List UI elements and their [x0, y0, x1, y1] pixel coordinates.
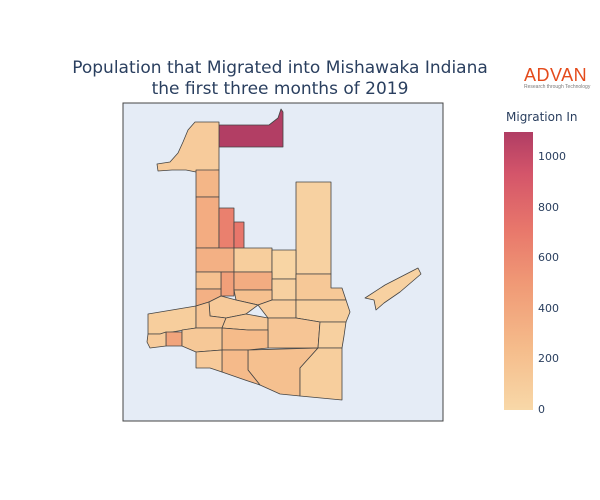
- colorbar-tick: 600: [538, 251, 559, 264]
- region-s-13[interactable]: [317, 321, 347, 349]
- region-east-tall[interactable]: [295, 181, 332, 275]
- region-mid-d[interactable]: [220, 271, 235, 297]
- region-s-12[interactable]: [181, 327, 223, 353]
- advan-logo: ADVAN Research through Technology: [524, 66, 596, 90]
- region-s-10[interactable]: [267, 317, 321, 349]
- map-title: Population that Migrated into Mishawaka …: [0, 58, 560, 100]
- title-line-2: the first three months of 2019: [151, 79, 409, 99]
- region-mid-g[interactable]: [271, 278, 297, 301]
- title-line-1: Population that Migrated into Mishawaka …: [72, 58, 488, 78]
- region-island[interactable]: [364, 267, 422, 311]
- region-s-11[interactable]: [221, 327, 269, 351]
- region-mid-e[interactable]: [233, 271, 273, 291]
- logo-wordmark: ADVAN: [524, 65, 588, 85]
- colorbar-tick: 400: [538, 302, 559, 315]
- region-s-15[interactable]: [299, 347, 343, 401]
- colorbar-tick: 0: [538, 403, 545, 416]
- region-mid-b[interactable]: [233, 247, 273, 273]
- region-col-2[interactable]: [195, 196, 220, 249]
- colorbar-title: Migration In: [506, 110, 578, 124]
- region-north-top[interactable]: [218, 108, 284, 148]
- colorbar-tick: 1000: [538, 150, 566, 163]
- colorbar-tick: 800: [538, 201, 559, 214]
- region-col-1[interactable]: [195, 169, 220, 198]
- region-mid-c[interactable]: [271, 249, 297, 280]
- region-mid-f[interactable]: [195, 271, 222, 290]
- region-center-tall[interactable]: [218, 207, 235, 255]
- region-s-17[interactable]: [195, 349, 223, 373]
- colorbar-tick: 200: [538, 352, 559, 365]
- region-s-8[interactable]: [146, 331, 167, 349]
- region-mid-a[interactable]: [195, 247, 235, 273]
- region-s-9[interactable]: [295, 299, 351, 323]
- logo-tagline: Research through Technology: [524, 84, 591, 90]
- colorbar: [504, 132, 533, 410]
- region-s-7[interactable]: [165, 331, 183, 347]
